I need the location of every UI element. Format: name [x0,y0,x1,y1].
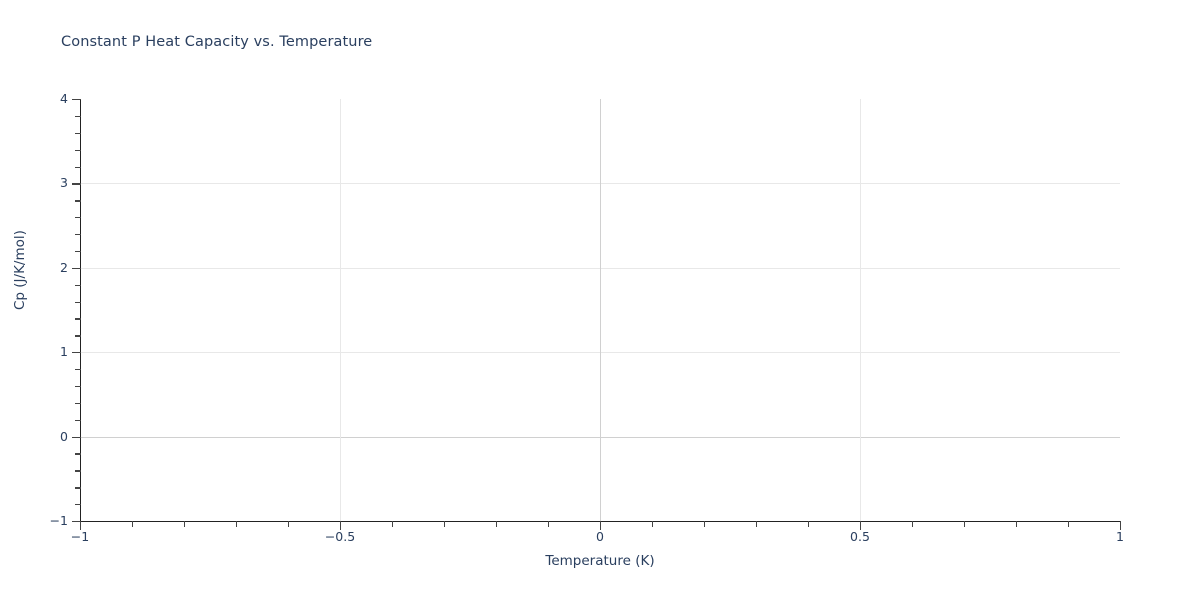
y-tick-label: −1 [49,513,68,528]
y-tick-minor [75,385,81,388]
y-tick-minor [75,453,81,455]
x-axis-title: Temperature (K) [545,553,655,569]
y-tick-minor [75,200,81,202]
y-tick-minor [75,318,81,320]
x-tick-minor [392,521,394,527]
y-tick-major [72,352,81,354]
y-tick-minor [75,487,81,489]
y-tick-label: 0 [60,428,68,444]
chart-title: Constant P Heat Capacity vs. Temperature [61,34,373,50]
x-tick-minor [912,521,914,527]
y-tick-label: 4 [60,91,68,106]
gridline-vertical [600,99,601,521]
x-tick-minor [964,521,966,527]
x-tick-major [600,521,602,530]
y-tick-major [72,436,81,438]
y-tick-label: 1 [60,344,68,360]
y-tick-label: 3 [60,175,68,191]
x-tick-minor [496,521,498,527]
x-tick-label: 0 [596,529,604,544]
y-tick-minor [75,132,81,135]
x-tick-minor [1016,521,1018,527]
y-tick-minor [75,470,81,472]
data-traces [80,99,1120,521]
y-tick-major [72,521,81,523]
gridline-vertical [860,99,861,521]
x-tick-major [340,521,342,530]
gridline-vertical [340,99,341,521]
x-tick-minor [756,521,758,527]
y-tick-minor [75,284,81,286]
y-tick-minor [75,250,81,253]
y-axis-title: Cp (J/K/mol) [12,230,28,310]
y-tick-minor [75,115,81,118]
x-tick-minor [652,521,654,527]
y-tick-minor [75,217,81,219]
x-tick-label: −1 [70,529,90,544]
x-tick-minor [236,521,238,527]
x-tick-label: −0.5 [324,529,356,544]
x-tick-minor [444,521,446,527]
y-tick-minor [75,419,81,422]
y-tick-label: 2 [60,259,68,275]
x-tick-label: 1 [1116,529,1124,544]
y-tick-minor [75,234,81,236]
y-tick-minor [75,149,81,151]
plot-area[interactable] [80,99,1120,521]
y-tick-minor [75,335,81,337]
y-tick-minor [75,166,81,168]
y-tick-minor [75,504,81,506]
x-tick-minor [1068,521,1070,527]
x-tick-label: 0.5 [850,529,870,544]
x-tick-minor [704,521,706,527]
x-tick-major [80,521,82,530]
y-tick-major [72,183,81,185]
gridlines [80,99,1120,521]
y-tick-major [72,267,81,270]
x-tick-minor [184,521,186,527]
y-tick-minor [75,369,81,371]
x-tick-minor [132,521,134,527]
y-tick-minor [75,402,81,405]
x-tick-minor [548,521,550,527]
y-axis-spine [80,99,82,522]
x-tick-major [1120,521,1122,530]
y-tick-minor [75,301,81,303]
x-tick-minor [808,521,810,527]
x-tick-major [860,521,862,530]
y-tick-major [72,99,81,101]
x-tick-minor [288,521,290,527]
